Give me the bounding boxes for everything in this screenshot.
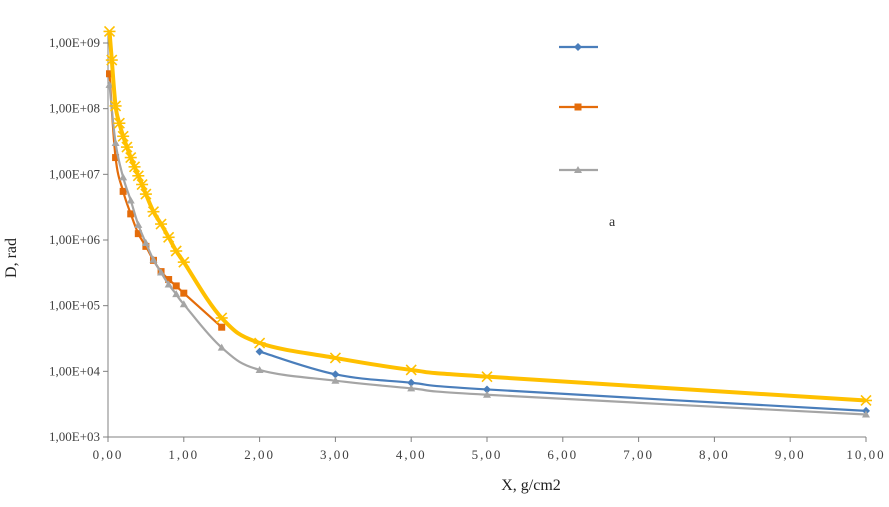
- series-4-point: [329, 352, 342, 364]
- legend-item: [559, 103, 598, 111]
- y-axis-ticks: 1,00E+03 1,00E+04 1,00E+05 1,00E+06 1,00E+07…: [49, 35, 108, 444]
- legend-marker: [574, 103, 582, 111]
- series-4-point: [120, 141, 133, 153]
- series-3-point: [217, 343, 226, 351]
- x-tick-label: 10,00: [846, 447, 885, 462]
- series-1-point: [331, 370, 340, 379]
- legend-marker: [574, 166, 582, 173]
- legend-item: [559, 166, 598, 173]
- series-3-point: [141, 239, 150, 247]
- series-2-point: [180, 289, 188, 297]
- series-4-point: [177, 256, 190, 268]
- series-3-point: [157, 268, 166, 276]
- series-3-point: [483, 390, 491, 398]
- y-tick-label: 1,00E+05: [49, 298, 100, 313]
- series-4-point: [109, 100, 122, 112]
- legend: a: [559, 43, 616, 230]
- x-axis-title: X, g/cm2: [501, 477, 561, 494]
- series-2-point: [112, 154, 120, 162]
- y-tick-label: 1,00E+04: [49, 363, 101, 378]
- y-tick-label: 1,00E+07: [49, 166, 101, 181]
- series-2-point: [106, 70, 114, 78]
- series-2-point: [172, 282, 180, 290]
- series-4-point: [481, 371, 493, 383]
- x-tick-label: 9,00: [775, 447, 806, 462]
- series-3: [105, 80, 870, 418]
- series-3-point: [255, 365, 264, 373]
- y-tick-label: 1,00E+06: [49, 232, 101, 247]
- series-3-point: [172, 290, 181, 298]
- series-4-line: [107, 31, 867, 403]
- series-3-point: [164, 280, 173, 288]
- legend-item: [559, 43, 598, 51]
- y-axis-title: D, rad: [3, 238, 20, 278]
- x-axis-ticks: 0,00 1,00 2,00 3,00 4,00 5,00 6,00 7,00 8,00 9,00…: [93, 437, 885, 462]
- series-3-point: [126, 196, 135, 204]
- series-4-point: [103, 25, 116, 38]
- series-4-point: [155, 218, 168, 230]
- series-2-point: [142, 242, 150, 250]
- series-4-point: [405, 364, 418, 376]
- series-2-line: [108, 73, 223, 329]
- x-tick-label: 2,00: [244, 447, 275, 462]
- x-tick-label: 1,00: [168, 447, 199, 462]
- series-4-point: [132, 170, 145, 182]
- series-2-point: [127, 210, 135, 218]
- series-1-point: [255, 347, 264, 356]
- series-3-line: [108, 84, 867, 416]
- y-tick-label: 1,00E+03: [49, 429, 100, 444]
- series-4-point: [147, 206, 160, 218]
- series-4-point: [253, 337, 266, 349]
- x-tick-label: 4,00: [396, 447, 427, 462]
- series-2: [106, 70, 226, 331]
- series-4-point: [162, 231, 175, 243]
- series-1-point: [407, 378, 416, 387]
- series-3-point: [105, 80, 114, 88]
- series-2-point: [165, 276, 173, 284]
- series-4-point: [117, 130, 130, 142]
- series-1: [255, 347, 870, 415]
- series-1-point: [483, 385, 491, 394]
- series-2-point: [119, 187, 127, 195]
- y-tick-label: 1,00E+08: [49, 101, 100, 116]
- series-4-point: [113, 117, 126, 129]
- series-4-point: [215, 312, 228, 324]
- series-2-point: [134, 230, 142, 238]
- series-4-point: [136, 178, 149, 191]
- series-3-point: [407, 384, 416, 392]
- series-4: [103, 25, 872, 407]
- series-2-point: [218, 323, 226, 331]
- y-tick-label: 1,00E+09: [49, 35, 100, 50]
- series-3-point: [134, 220, 143, 228]
- legend-marker: [574, 43, 582, 51]
- series-3-point: [862, 410, 870, 418]
- x-tick-label: 6,00: [547, 447, 578, 462]
- legend-label: a: [609, 215, 616, 230]
- series-4-point: [139, 188, 152, 200]
- x-tick-label: 7,00: [623, 447, 654, 462]
- series-4-point: [105, 54, 118, 66]
- series-4-point: [170, 245, 183, 257]
- series-3-point: [111, 139, 120, 147]
- series-3-point: [119, 173, 128, 181]
- series-3-point: [149, 255, 158, 263]
- series-4-point: [124, 152, 137, 164]
- series-4-point: [128, 161, 141, 173]
- series-3-point: [179, 300, 188, 308]
- x-tick-label: 5,00: [472, 447, 503, 462]
- series-4-point: [860, 394, 872, 407]
- series-3-point: [331, 376, 340, 384]
- series-layer: [103, 25, 872, 418]
- x-tick-label: 0,00: [93, 447, 124, 462]
- x-tick-label: 8,00: [699, 447, 730, 462]
- x-tick-label: 3,00: [320, 447, 351, 462]
